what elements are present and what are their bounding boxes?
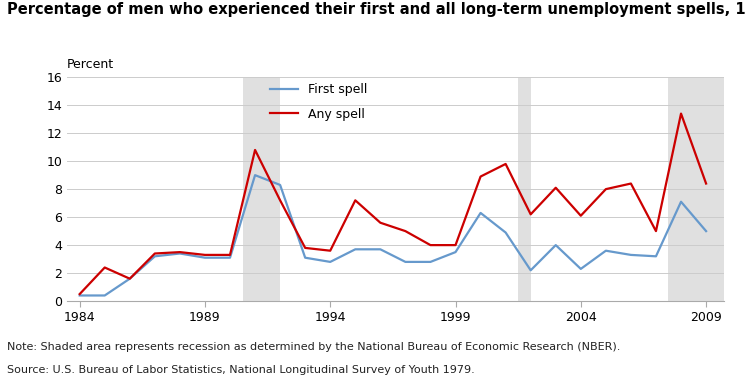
Bar xyxy=(668,77,731,301)
Any spell xyxy=(151,251,160,256)
Any spell xyxy=(251,147,260,152)
Any spell xyxy=(426,243,435,247)
First spell xyxy=(100,293,109,298)
First spell xyxy=(175,251,184,256)
First spell xyxy=(151,254,160,259)
Any spell xyxy=(551,185,560,190)
First spell xyxy=(225,256,234,260)
First spell xyxy=(426,259,435,264)
Any spell xyxy=(100,265,109,270)
Any spell xyxy=(275,198,284,203)
First spell xyxy=(401,259,410,264)
First spell xyxy=(326,259,335,264)
First spell xyxy=(376,247,385,252)
Any spell xyxy=(476,174,485,179)
First spell xyxy=(275,183,284,187)
Any spell xyxy=(651,229,660,234)
Any spell xyxy=(301,245,310,250)
Any spell xyxy=(601,187,610,191)
Bar xyxy=(518,77,530,301)
First spell xyxy=(501,230,510,235)
Any spell xyxy=(627,181,636,186)
First spell xyxy=(251,173,260,178)
First spell xyxy=(351,247,360,252)
Any spell xyxy=(451,243,460,247)
Any spell xyxy=(701,181,710,186)
Text: Source: U.S. Bureau of Labor Statistics, National Longitudinal Survey of Youth 1: Source: U.S. Bureau of Labor Statistics,… xyxy=(7,365,475,375)
Text: Note: Shaded area represents recession as determined by the National Bureau of E: Note: Shaded area represents recession a… xyxy=(7,342,621,352)
Any spell xyxy=(376,220,385,225)
Line: Any spell: Any spell xyxy=(80,113,706,294)
Line: First spell: First spell xyxy=(80,175,706,296)
Text: Percent: Percent xyxy=(67,58,114,71)
First spell xyxy=(526,268,535,273)
First spell xyxy=(551,243,560,247)
First spell xyxy=(577,267,586,271)
Bar xyxy=(242,77,280,301)
First spell xyxy=(451,250,460,254)
Any spell xyxy=(501,162,510,166)
Any spell xyxy=(225,252,234,257)
Any spell xyxy=(326,249,335,253)
Any spell xyxy=(175,250,184,254)
Any spell xyxy=(577,213,586,218)
First spell xyxy=(677,200,686,204)
First spell xyxy=(651,254,660,259)
Text: Percentage of men who experienced their first and all long-term unemployment spe: Percentage of men who experienced their … xyxy=(7,2,746,17)
First spell xyxy=(601,249,610,253)
First spell xyxy=(201,256,210,260)
Any spell xyxy=(75,292,84,296)
First spell xyxy=(701,229,710,234)
Any spell xyxy=(125,276,134,281)
First spell xyxy=(476,211,485,215)
Any spell xyxy=(201,252,210,257)
Any spell xyxy=(401,229,410,234)
First spell xyxy=(75,293,84,298)
First spell xyxy=(301,256,310,260)
First spell xyxy=(627,252,636,257)
Legend: First spell, Any spell: First spell, Any spell xyxy=(270,83,367,121)
First spell xyxy=(125,276,134,281)
Any spell xyxy=(677,111,686,116)
Any spell xyxy=(351,198,360,203)
Any spell xyxy=(526,212,535,217)
